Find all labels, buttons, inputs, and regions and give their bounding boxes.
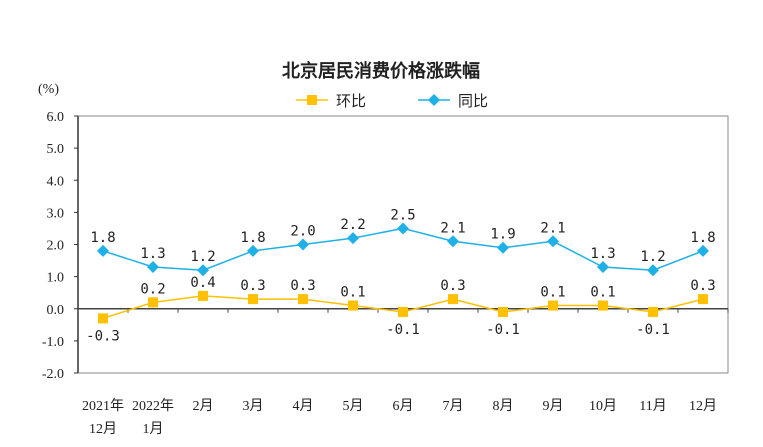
point-marker <box>498 306 508 317</box>
data-label: 0.3 <box>290 278 315 294</box>
point-marker <box>447 235 459 248</box>
x-tick-label: 10月 <box>589 398 617 414</box>
data-label: 2.0 <box>290 224 315 240</box>
y-axis-unit: (%) <box>38 82 59 97</box>
chart-title: 北京居民消费价格涨跌幅 <box>282 60 480 82</box>
legend-label: 环比 <box>336 92 366 110</box>
x-tick-label: 9月 <box>543 398 564 414</box>
y-tick-label: 2.0 <box>47 239 65 254</box>
legend-label: 同比 <box>458 92 488 110</box>
point-marker <box>398 306 408 317</box>
data-label: 2.1 <box>540 220 565 236</box>
data-label: 0.1 <box>340 285 365 301</box>
data-label: 0.1 <box>590 285 615 301</box>
x-tick-label: 7月 <box>443 398 464 414</box>
x-tick-label: 11月 <box>639 398 666 414</box>
y-tick-label: 5.0 <box>47 142 65 157</box>
point-marker <box>298 294 308 305</box>
x-tick-label: 5月 <box>343 398 364 414</box>
point-marker <box>248 294 258 305</box>
data-label: 0.3 <box>440 278 465 294</box>
point-marker <box>497 241 509 254</box>
x-tick-label: 12月 <box>89 421 117 437</box>
y-tick-label: 6.0 <box>47 110 65 125</box>
point-marker <box>98 313 108 324</box>
point-marker <box>198 290 208 301</box>
data-label: -0.1 <box>386 322 420 338</box>
point-marker <box>448 294 458 305</box>
data-label: -0.3 <box>86 328 120 344</box>
legend-diamond-icon <box>428 94 440 106</box>
data-label: -0.1 <box>486 322 520 338</box>
x-tick-label: 3月 <box>243 398 264 414</box>
data-label: 1.8 <box>90 230 115 246</box>
legend: 环比 同比 <box>296 92 488 110</box>
point-marker <box>148 297 158 308</box>
legend-square-icon <box>307 95 317 105</box>
y-tick-label: 4.0 <box>47 174 65 189</box>
data-label: 0.3 <box>690 278 715 294</box>
point-marker <box>547 235 559 248</box>
data-label: 1.3 <box>590 246 615 262</box>
point-marker <box>247 244 259 257</box>
y-tick-label: 1.0 <box>47 271 65 286</box>
y-tick-label: 3.0 <box>47 206 65 221</box>
data-label: 1.2 <box>640 249 665 265</box>
data-label: 2.2 <box>340 217 365 233</box>
data-label: 0.2 <box>140 281 165 297</box>
data-label: 0.1 <box>540 285 565 301</box>
point-marker <box>147 260 159 273</box>
series-marks: -0.3 0.2 0.4 0.3 0.3 0.1 -0.1 0.3 -0.1 0.1 0.1 -0.1… <box>86 207 716 344</box>
point-marker <box>397 222 409 235</box>
y-tick-label: 0.0 <box>47 303 65 318</box>
x-tick-label: 2月 <box>193 398 214 414</box>
data-label: 1.8 <box>690 230 715 246</box>
data-label: 1.9 <box>490 227 515 243</box>
point-marker <box>297 238 309 251</box>
data-label: 1.8 <box>240 230 265 246</box>
data-label: 2.5 <box>390 207 415 223</box>
point-marker <box>598 300 608 311</box>
data-label: 0.3 <box>240 278 265 294</box>
point-marker <box>347 232 359 245</box>
point-marker <box>97 244 109 257</box>
data-label: -0.1 <box>636 322 670 338</box>
x-tick-label: 12月 <box>689 398 717 414</box>
data-label: 0.4 <box>190 275 215 291</box>
point-marker <box>647 264 659 277</box>
point-marker <box>697 244 709 257</box>
axes: 6.0 5.0 4.0 3.0 2.0 1.0 0.0 -1.0 -2.0 2021年 12月 202… <box>42 110 729 437</box>
point-marker <box>548 300 558 311</box>
data-label: 2.1 <box>440 220 465 236</box>
point-marker <box>348 300 358 311</box>
point-marker <box>597 260 609 273</box>
point-marker <box>197 264 209 277</box>
data-label: 1.3 <box>140 246 165 262</box>
x-tick-label: 4月 <box>293 398 314 414</box>
point-marker <box>698 294 708 305</box>
x-tick-label: 2021年 <box>82 398 124 414</box>
x-tick-label: 8月 <box>493 398 514 414</box>
point-marker <box>648 306 658 317</box>
x-tick-label: 2022年 <box>132 398 174 414</box>
y-tick-label: -2.0 <box>42 367 64 382</box>
data-label: 1.2 <box>190 249 215 265</box>
x-tick-label: 1月 <box>143 421 164 437</box>
x-tick-label: 6月 <box>393 398 414 414</box>
y-tick-label: -1.0 <box>42 335 64 350</box>
